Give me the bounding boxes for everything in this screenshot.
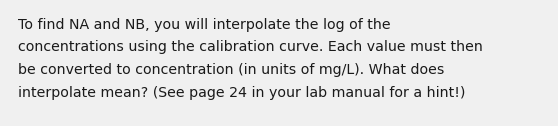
Text: interpolate mean? (See page 24 in your lab manual for a hint!): interpolate mean? (See page 24 in your l… [18, 86, 465, 100]
Text: concentrations using the calibration curve. Each value must then: concentrations using the calibration cur… [18, 40, 483, 55]
Text: be converted to concentration (in units of mg/L). What does: be converted to concentration (in units … [18, 63, 444, 77]
Text: To find NA and NB, you will interpolate the log of the: To find NA and NB, you will interpolate … [18, 18, 391, 32]
